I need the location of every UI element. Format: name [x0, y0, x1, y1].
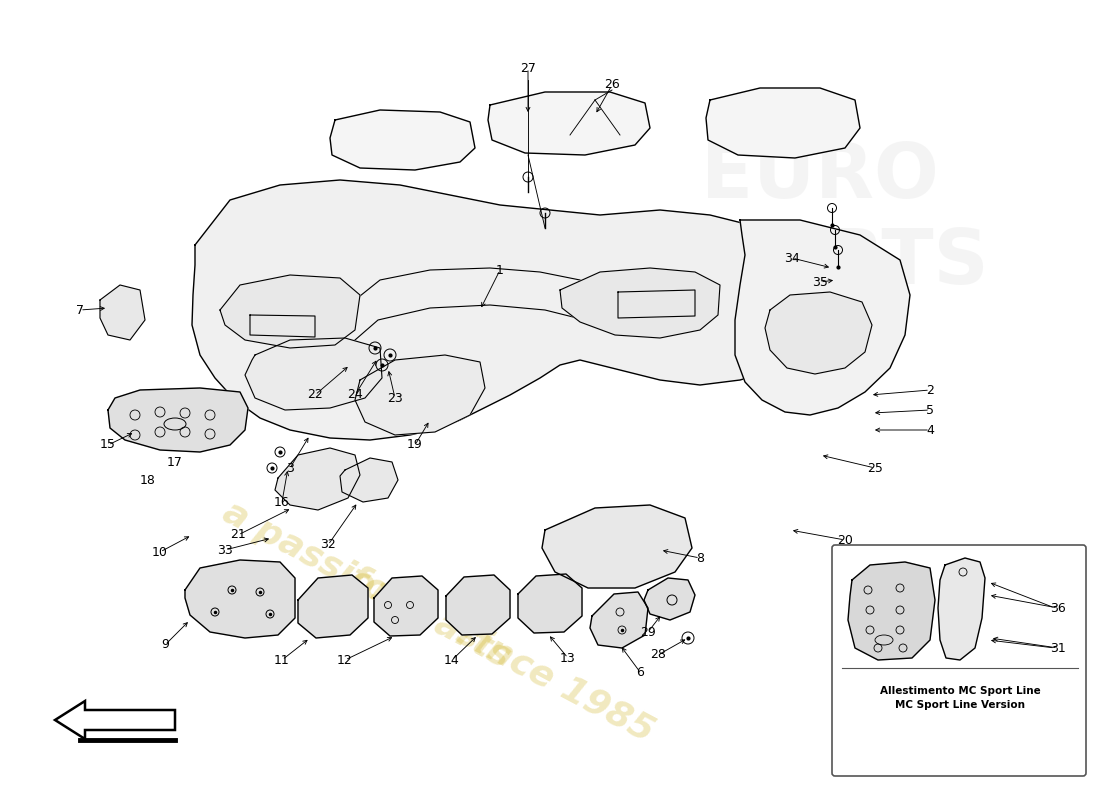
Polygon shape [542, 505, 692, 588]
Text: 2: 2 [926, 383, 934, 397]
Text: Allestimento MC Sport Line: Allestimento MC Sport Line [880, 686, 1041, 696]
Text: 14: 14 [444, 654, 460, 666]
FancyBboxPatch shape [832, 545, 1086, 776]
Polygon shape [100, 285, 145, 340]
Text: 20: 20 [837, 534, 852, 546]
Text: 27: 27 [520, 62, 536, 74]
Text: 29: 29 [640, 626, 656, 638]
Text: a passion: a passion [217, 494, 404, 615]
Text: 15: 15 [100, 438, 116, 451]
Text: 22: 22 [307, 389, 323, 402]
Text: 23: 23 [387, 391, 403, 405]
Text: 18: 18 [140, 474, 156, 486]
Text: 16: 16 [274, 495, 290, 509]
Polygon shape [220, 275, 360, 348]
Polygon shape [590, 592, 648, 648]
Polygon shape [192, 180, 831, 440]
Polygon shape [848, 562, 935, 660]
Text: 10: 10 [152, 546, 168, 558]
Text: 4: 4 [926, 423, 934, 437]
Text: 11: 11 [274, 654, 290, 666]
Text: 21: 21 [230, 529, 246, 542]
Text: 3: 3 [286, 462, 294, 474]
Text: 17: 17 [167, 455, 183, 469]
Text: 19: 19 [407, 438, 422, 451]
Text: 1: 1 [496, 263, 504, 277]
Text: 6: 6 [636, 666, 644, 678]
Text: MC Sport Line Version: MC Sport Line Version [895, 700, 1025, 710]
Polygon shape [764, 292, 872, 374]
Polygon shape [488, 92, 650, 155]
Polygon shape [644, 578, 695, 620]
Text: 28: 28 [650, 649, 666, 662]
Text: 36: 36 [1050, 602, 1066, 614]
Polygon shape [298, 575, 368, 638]
Polygon shape [735, 220, 910, 415]
Text: 33: 33 [217, 543, 233, 557]
Text: EURO
SPORTS: EURO SPORTS [651, 140, 989, 300]
Polygon shape [355, 355, 485, 435]
Polygon shape [560, 268, 720, 338]
Text: 12: 12 [337, 654, 353, 666]
Polygon shape [938, 558, 984, 660]
Text: 24: 24 [348, 389, 363, 402]
Text: 34: 34 [784, 251, 800, 265]
Polygon shape [108, 388, 248, 452]
Text: since 1985: since 1985 [451, 616, 660, 748]
Text: 9: 9 [161, 638, 169, 651]
Text: 25: 25 [867, 462, 883, 474]
Text: 5: 5 [926, 403, 934, 417]
Polygon shape [706, 88, 860, 158]
Polygon shape [374, 576, 438, 636]
FancyArrow shape [55, 701, 175, 739]
Text: 31: 31 [1050, 642, 1066, 654]
Polygon shape [340, 458, 398, 502]
Text: 26: 26 [604, 78, 620, 91]
Text: for parts: for parts [343, 562, 517, 674]
Polygon shape [275, 448, 360, 510]
Polygon shape [185, 560, 295, 638]
Text: 32: 32 [320, 538, 336, 551]
Polygon shape [330, 110, 475, 170]
Text: 8: 8 [696, 551, 704, 565]
Text: 35: 35 [812, 275, 828, 289]
Text: 13: 13 [560, 651, 576, 665]
Text: 7: 7 [76, 303, 84, 317]
Polygon shape [446, 575, 510, 635]
Polygon shape [518, 574, 582, 633]
Polygon shape [245, 338, 382, 410]
